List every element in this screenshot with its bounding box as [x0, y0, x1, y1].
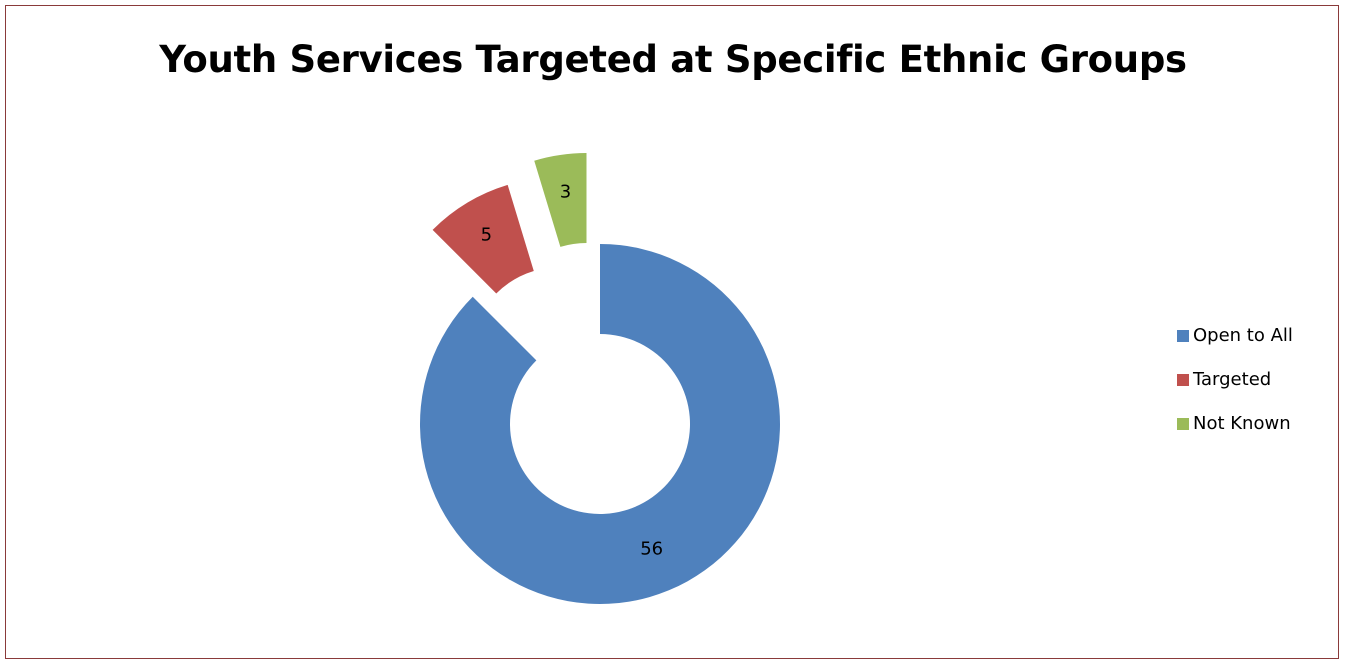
legend-swatch-targeted — [1177, 374, 1189, 386]
legend-label-open-to-all: Open to All — [1193, 324, 1293, 348]
legend-swatch-not-known — [1177, 418, 1189, 430]
slice-open-to-all — [420, 244, 780, 604]
data-label-not-known: 3 — [560, 182, 571, 203]
legend-swatch-open-to-all — [1177, 330, 1189, 342]
legend-label-not-known: Not Known — [1193, 412, 1291, 436]
legend-label-targeted: Targeted — [1193, 368, 1271, 392]
data-label-targeted: 5 — [481, 224, 492, 245]
data-label-open-to-all: 56 — [640, 539, 663, 560]
